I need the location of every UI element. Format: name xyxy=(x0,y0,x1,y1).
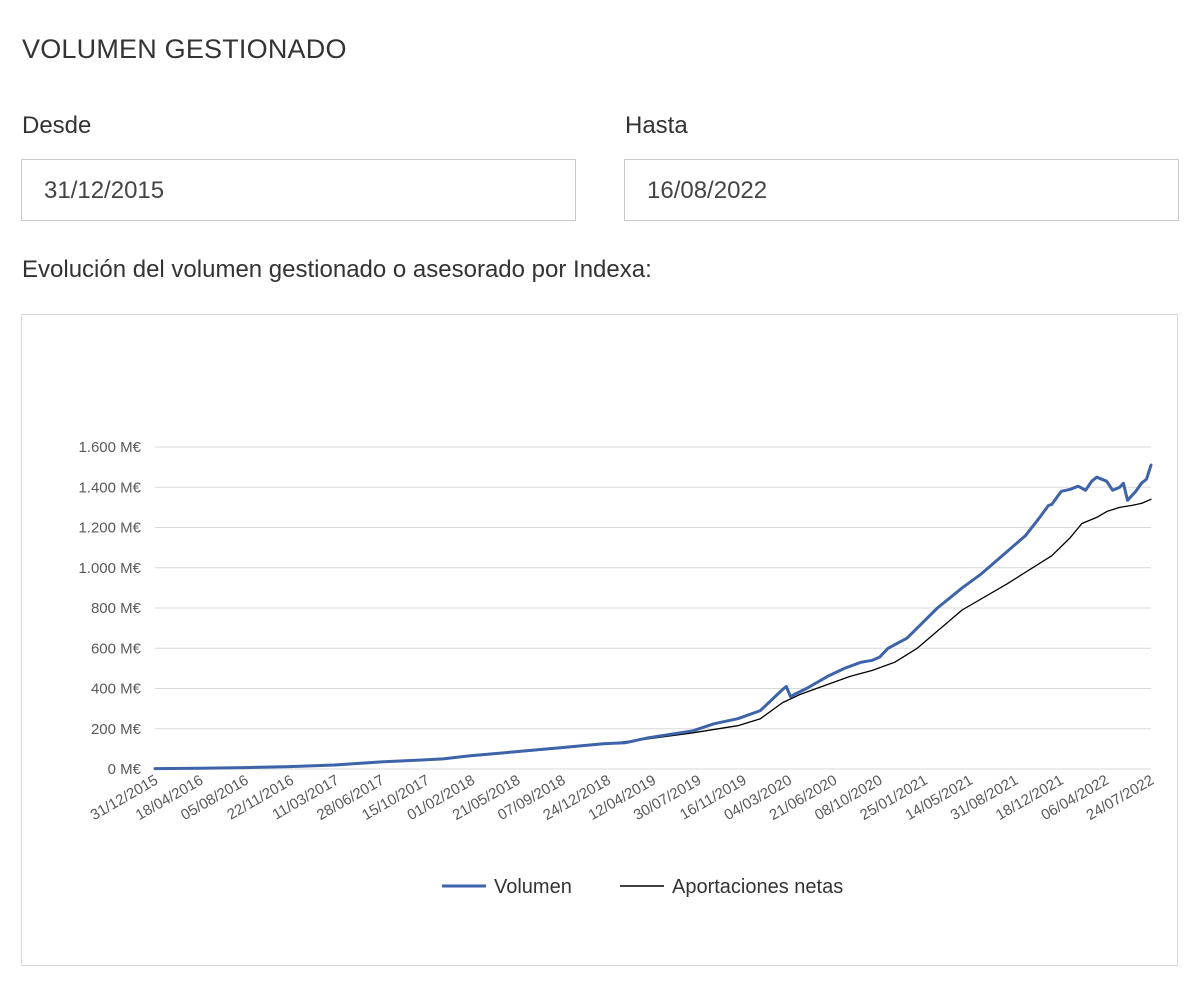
y-tick-label: 1.000 M€ xyxy=(78,560,141,577)
chart-caption: Evolución del volumen gestionado o aseso… xyxy=(22,256,652,283)
to-date-field[interactable]: 16/08/2022 xyxy=(624,159,1179,221)
y-tick-label: 1.400 M€ xyxy=(78,479,141,496)
chart-container: 0 M€ 200 M€ 400 M€ 600 M€ 800 M€ 1.000 M€ 1.20… xyxy=(21,314,1178,966)
series-line-aportaciones-netas xyxy=(154,498,1152,770)
y-tick-label: 800 M€ xyxy=(91,600,142,617)
page-title: VOLUMEN GESTIONADO xyxy=(22,34,347,64)
y-tick-label: 1.600 M€ xyxy=(78,439,141,456)
legend-aportaciones-netas-label: Aportaciones netas xyxy=(672,876,843,898)
legend-volumen-label: Volumen xyxy=(494,876,572,898)
y-tick-label: 0 M€ xyxy=(108,761,142,778)
from-date-label: Desde xyxy=(22,112,92,139)
volume-line-chart: 0 M€ 200 M€ 400 M€ 600 M€ 800 M€ 1.000 M€ 1.20… xyxy=(78,439,1157,898)
y-tick-label: 600 M€ xyxy=(91,640,142,657)
series-line-volumen xyxy=(153,463,1153,771)
y-tick-label: 200 M€ xyxy=(91,721,142,738)
to-date-label: Hasta xyxy=(625,112,688,139)
from-date-field[interactable]: 31/12/2015 xyxy=(21,159,576,221)
y-tick-label: 1.200 M€ xyxy=(78,520,141,537)
y-tick-label: 400 M€ xyxy=(91,681,142,698)
